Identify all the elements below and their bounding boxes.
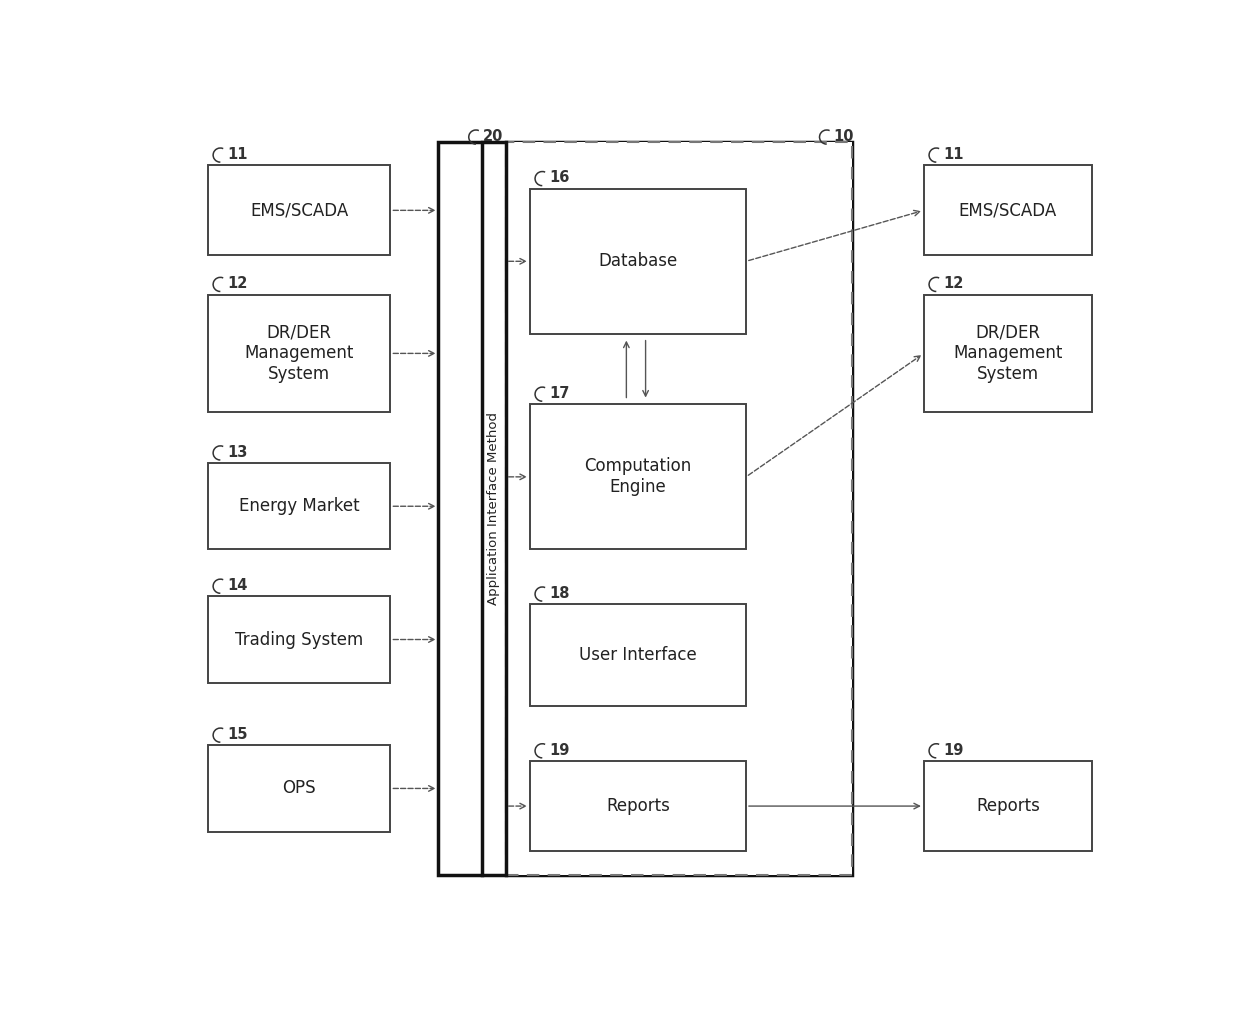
Text: User Interface: User Interface (579, 646, 697, 664)
Bar (924, 294, 1092, 412)
Bar (529, 188, 746, 334)
Bar (506, 142, 852, 874)
Text: Reports: Reports (606, 797, 670, 815)
Text: 10: 10 (833, 128, 854, 144)
Text: Trading System: Trading System (236, 630, 363, 648)
Text: 18: 18 (549, 585, 569, 601)
Text: 11: 11 (227, 147, 248, 162)
Text: 15: 15 (227, 727, 248, 742)
Text: EMS/SCADA: EMS/SCADA (959, 202, 1056, 219)
Bar (208, 463, 391, 550)
Text: DR/DER
Management
System: DR/DER Management System (244, 324, 353, 383)
Text: 12: 12 (944, 276, 963, 291)
Text: 13: 13 (227, 445, 248, 460)
Text: 19: 19 (944, 742, 963, 757)
Text: OPS: OPS (283, 780, 316, 797)
Text: 19: 19 (549, 742, 569, 757)
Bar (439, 142, 852, 874)
Text: Database: Database (598, 252, 677, 271)
Bar (924, 165, 1092, 256)
Text: 11: 11 (944, 147, 963, 162)
Text: 14: 14 (227, 578, 248, 592)
Text: 20: 20 (482, 128, 503, 144)
Text: 12: 12 (227, 276, 248, 291)
Bar (529, 605, 746, 706)
Text: EMS/SCADA: EMS/SCADA (250, 202, 348, 219)
Bar (208, 294, 391, 412)
Bar (529, 404, 746, 550)
Bar (529, 761, 746, 851)
Bar (208, 165, 391, 256)
Text: Reports: Reports (976, 797, 1040, 815)
Bar (924, 761, 1092, 851)
Text: Computation
Engine: Computation Engine (584, 457, 692, 496)
Bar (208, 745, 391, 832)
Text: 17: 17 (549, 386, 569, 401)
Text: Application Interface Method: Application Interface Method (487, 411, 500, 605)
Text: 16: 16 (549, 170, 569, 185)
Bar (208, 597, 391, 683)
Text: Energy Market: Energy Market (239, 497, 360, 515)
Text: DR/DER
Management
System: DR/DER Management System (954, 324, 1063, 383)
